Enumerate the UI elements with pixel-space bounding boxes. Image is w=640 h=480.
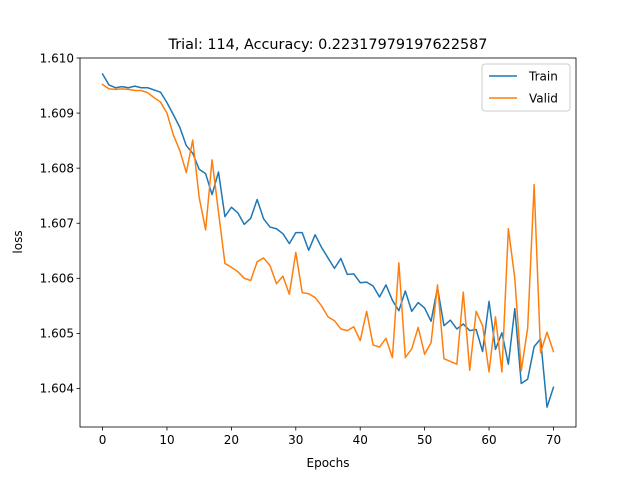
y-tick-label: 1.609 [40, 106, 74, 120]
y-axis-ticks: 1.604 1.605 1.606 1.607 1.608 1.609 1.610 [40, 51, 80, 396]
series-line-train [101, 72, 555, 408]
x-tick-label: 50 [417, 433, 432, 447]
x-tick-label: 0 [99, 433, 107, 447]
y-tick-label: 1.607 [40, 217, 74, 231]
y-tick-label: 1.605 [40, 327, 74, 341]
y-tick-label: 1.604 [40, 382, 74, 396]
series-layer [101, 72, 555, 408]
x-tick-label: 20 [224, 433, 239, 447]
x-tick-label: 40 [353, 433, 368, 447]
x-tick-label: 10 [159, 433, 174, 447]
axes-border [79, 57, 577, 428]
legend: Train Valid [481, 63, 571, 112]
y-axis-label: loss [11, 230, 25, 253]
legend-label-valid: Valid [529, 91, 558, 105]
x-tick-label: 30 [288, 433, 303, 447]
y-tick-label: 1.610 [40, 51, 74, 65]
x-tick-label: 60 [481, 433, 496, 447]
chart-title: Trial: 114, Accuracy: 0.2231797919762258… [168, 37, 488, 53]
axes-frame [80, 58, 576, 427]
x-tick-label: 70 [546, 433, 561, 447]
y-tick-label: 1.608 [40, 161, 74, 175]
x-axis-ticks: 0 10 20 30 40 50 60 70 [99, 427, 561, 447]
legend-label-train: Train [528, 69, 558, 83]
y-tick-label: 1.606 [40, 272, 74, 286]
x-axis-label: Epochs [307, 456, 350, 470]
plot-area [79, 57, 577, 428]
series-line-valid [101, 83, 555, 373]
